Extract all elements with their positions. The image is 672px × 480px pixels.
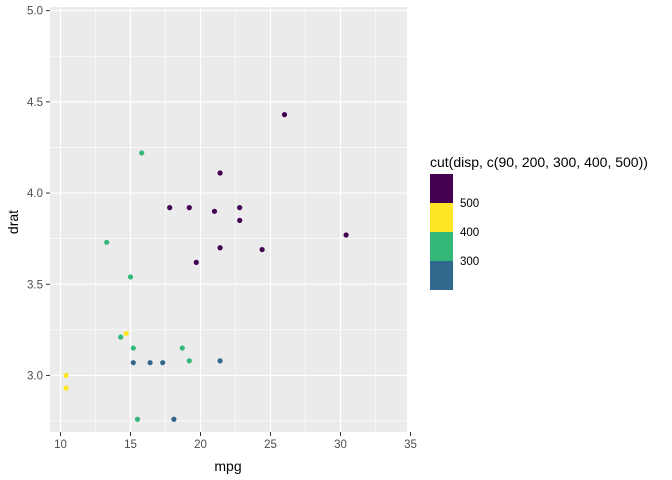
legend-key xyxy=(430,232,453,261)
y-tick-label: 3.0 xyxy=(27,370,43,382)
x-axis-title: mpg xyxy=(214,458,241,474)
data-point xyxy=(63,372,69,379)
x-tick-label: 30 xyxy=(334,439,347,451)
data-point xyxy=(193,259,199,265)
data-point xyxy=(237,217,243,224)
legend-label: 300 xyxy=(460,256,479,268)
legend-label: 500 xyxy=(460,198,479,210)
y-tick-label: 4.0 xyxy=(27,188,43,200)
data-point xyxy=(186,358,192,364)
legend-keys xyxy=(430,174,453,290)
data-points xyxy=(63,112,349,422)
y-tick-label: 3.5 xyxy=(27,279,43,291)
y-axis-title: drat xyxy=(5,210,21,234)
data-point xyxy=(186,205,192,211)
data-point xyxy=(127,274,134,280)
data-point xyxy=(179,345,185,351)
panel-background xyxy=(50,7,407,432)
y-tick-label: 4.5 xyxy=(27,97,43,109)
data-point xyxy=(343,232,349,238)
legend-key xyxy=(430,261,453,290)
y-axis: 3.0 3.5 4.0 4.5 5.0 xyxy=(27,6,50,382)
data-point xyxy=(237,205,243,211)
data-point xyxy=(104,239,110,245)
data-point xyxy=(63,385,69,391)
x-tick-label: 35 xyxy=(404,439,417,451)
x-tick-label: 20 xyxy=(194,439,207,451)
legend-key xyxy=(430,203,453,232)
x-axis: 10 15 20 25 30 35 xyxy=(54,432,417,451)
x-tick-label: 10 xyxy=(54,439,67,451)
data-point xyxy=(259,246,265,253)
x-tick-label: 25 xyxy=(264,439,277,451)
minor-gridlines xyxy=(50,7,407,432)
legend: cut(disp, c(90, 200, 300, 400, 500)) 500… xyxy=(430,154,648,290)
data-point xyxy=(139,150,145,156)
y-tick-label: 5.0 xyxy=(27,6,43,18)
data-point xyxy=(281,112,288,118)
data-point xyxy=(160,360,166,366)
data-point xyxy=(123,330,129,337)
data-point xyxy=(171,416,177,422)
data-point xyxy=(217,245,223,251)
legend-key xyxy=(430,174,453,203)
data-point xyxy=(167,205,173,211)
x-tick-label: 15 xyxy=(124,439,137,451)
data-point xyxy=(118,334,124,340)
data-point xyxy=(134,416,141,422)
legend-labels: 500 400 300 xyxy=(460,198,479,268)
legend-title: cut(disp, c(90, 200, 300, 400, 500)) xyxy=(430,154,648,170)
data-point xyxy=(217,358,223,364)
data-point xyxy=(147,360,153,366)
data-point xyxy=(211,208,218,214)
legend-label: 400 xyxy=(460,227,479,239)
data-point xyxy=(217,170,223,176)
data-point xyxy=(130,345,136,351)
data-point xyxy=(130,360,136,366)
major-gridlines xyxy=(50,7,412,432)
